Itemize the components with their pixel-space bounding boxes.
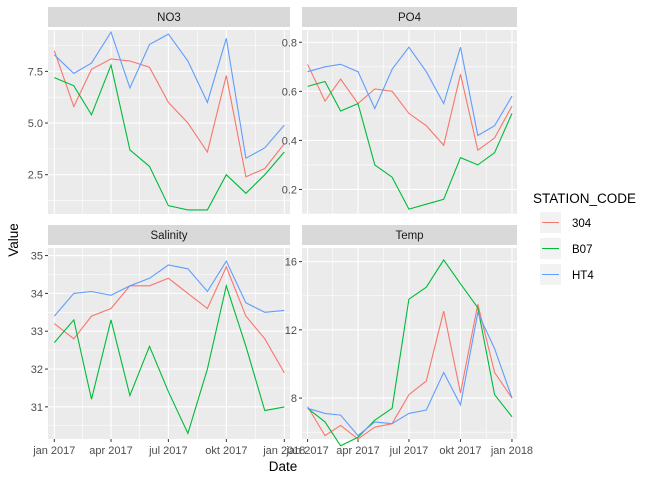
legend-label: HT4 (572, 270, 594, 282)
series-line-HT4 (53, 30, 285, 160)
series-line-HT4 (53, 260, 285, 317)
series-line-304 (53, 265, 285, 374)
y-tick-label: 12 (285, 325, 297, 337)
facet-title: Salinity (150, 230, 187, 242)
facet-title: Temp (395, 230, 423, 242)
x-tick-label: jan 2017 (285, 445, 328, 457)
series-line-HT4 (307, 311, 513, 437)
legend-label: B07 (572, 244, 592, 256)
y-tick-label: 31 (31, 402, 43, 414)
y-tick-label: 7.5 (28, 66, 43, 78)
series-line-B07 (307, 258, 513, 447)
y-tick-label: 32 (31, 364, 43, 376)
x-tick-label: okt 2017 (439, 445, 481, 457)
panel-background (302, 30, 517, 214)
series-line-B07 (54, 63, 285, 211)
facet-strip (302, 7, 517, 27)
series-line-HT4 (307, 46, 513, 137)
series-line-304 (307, 64, 513, 152)
series-line-B07 (307, 80, 513, 210)
y-tick-label: 5.0 (28, 118, 43, 130)
y-tick-label: 35 (31, 251, 43, 263)
y-axis-title: Value (6, 223, 21, 257)
x-tick-label: okt 2017 (205, 445, 247, 457)
x-tick-label: jan 2017 (32, 445, 75, 457)
x-tick-label: jan 2018 (490, 445, 533, 457)
series-line-304 (307, 304, 513, 440)
x-tick-label: jan 2018 (262, 445, 305, 457)
y-tick-label: 33 (31, 326, 43, 338)
panel-background (302, 248, 517, 439)
x-tick-label: jul 2017 (389, 445, 429, 457)
y-tick-label: 0.6 (282, 86, 297, 98)
legend-label: 304 (572, 218, 592, 230)
y-tick-label: 16 (285, 257, 297, 269)
y-tick-label: 2.5 (28, 170, 43, 182)
series-line-304 (53, 50, 285, 178)
x-tick-label: jul 2017 (148, 445, 188, 457)
y-tick-label: 8 (291, 393, 297, 405)
facet-strip (48, 7, 290, 27)
facet-title: NO3 (157, 12, 181, 24)
y-tick-label: 0.8 (282, 37, 297, 49)
legend-title: STATION_CODE (533, 191, 636, 206)
panel-background (48, 30, 290, 214)
facet-strip (302, 225, 517, 245)
y-tick-label: 0.4 (282, 135, 297, 147)
facet-title: PO4 (398, 12, 422, 24)
y-tick-label: 34 (31, 288, 43, 300)
panel-background (48, 248, 290, 439)
y-tick-label: 0.2 (282, 184, 297, 196)
x-tick-label: apr 2017 (89, 445, 132, 457)
x-tick-label: apr 2017 (336, 445, 379, 457)
facet-strip (48, 225, 290, 245)
x-axis-title: Date (269, 459, 298, 474)
series-line-B07 (53, 283, 285, 435)
